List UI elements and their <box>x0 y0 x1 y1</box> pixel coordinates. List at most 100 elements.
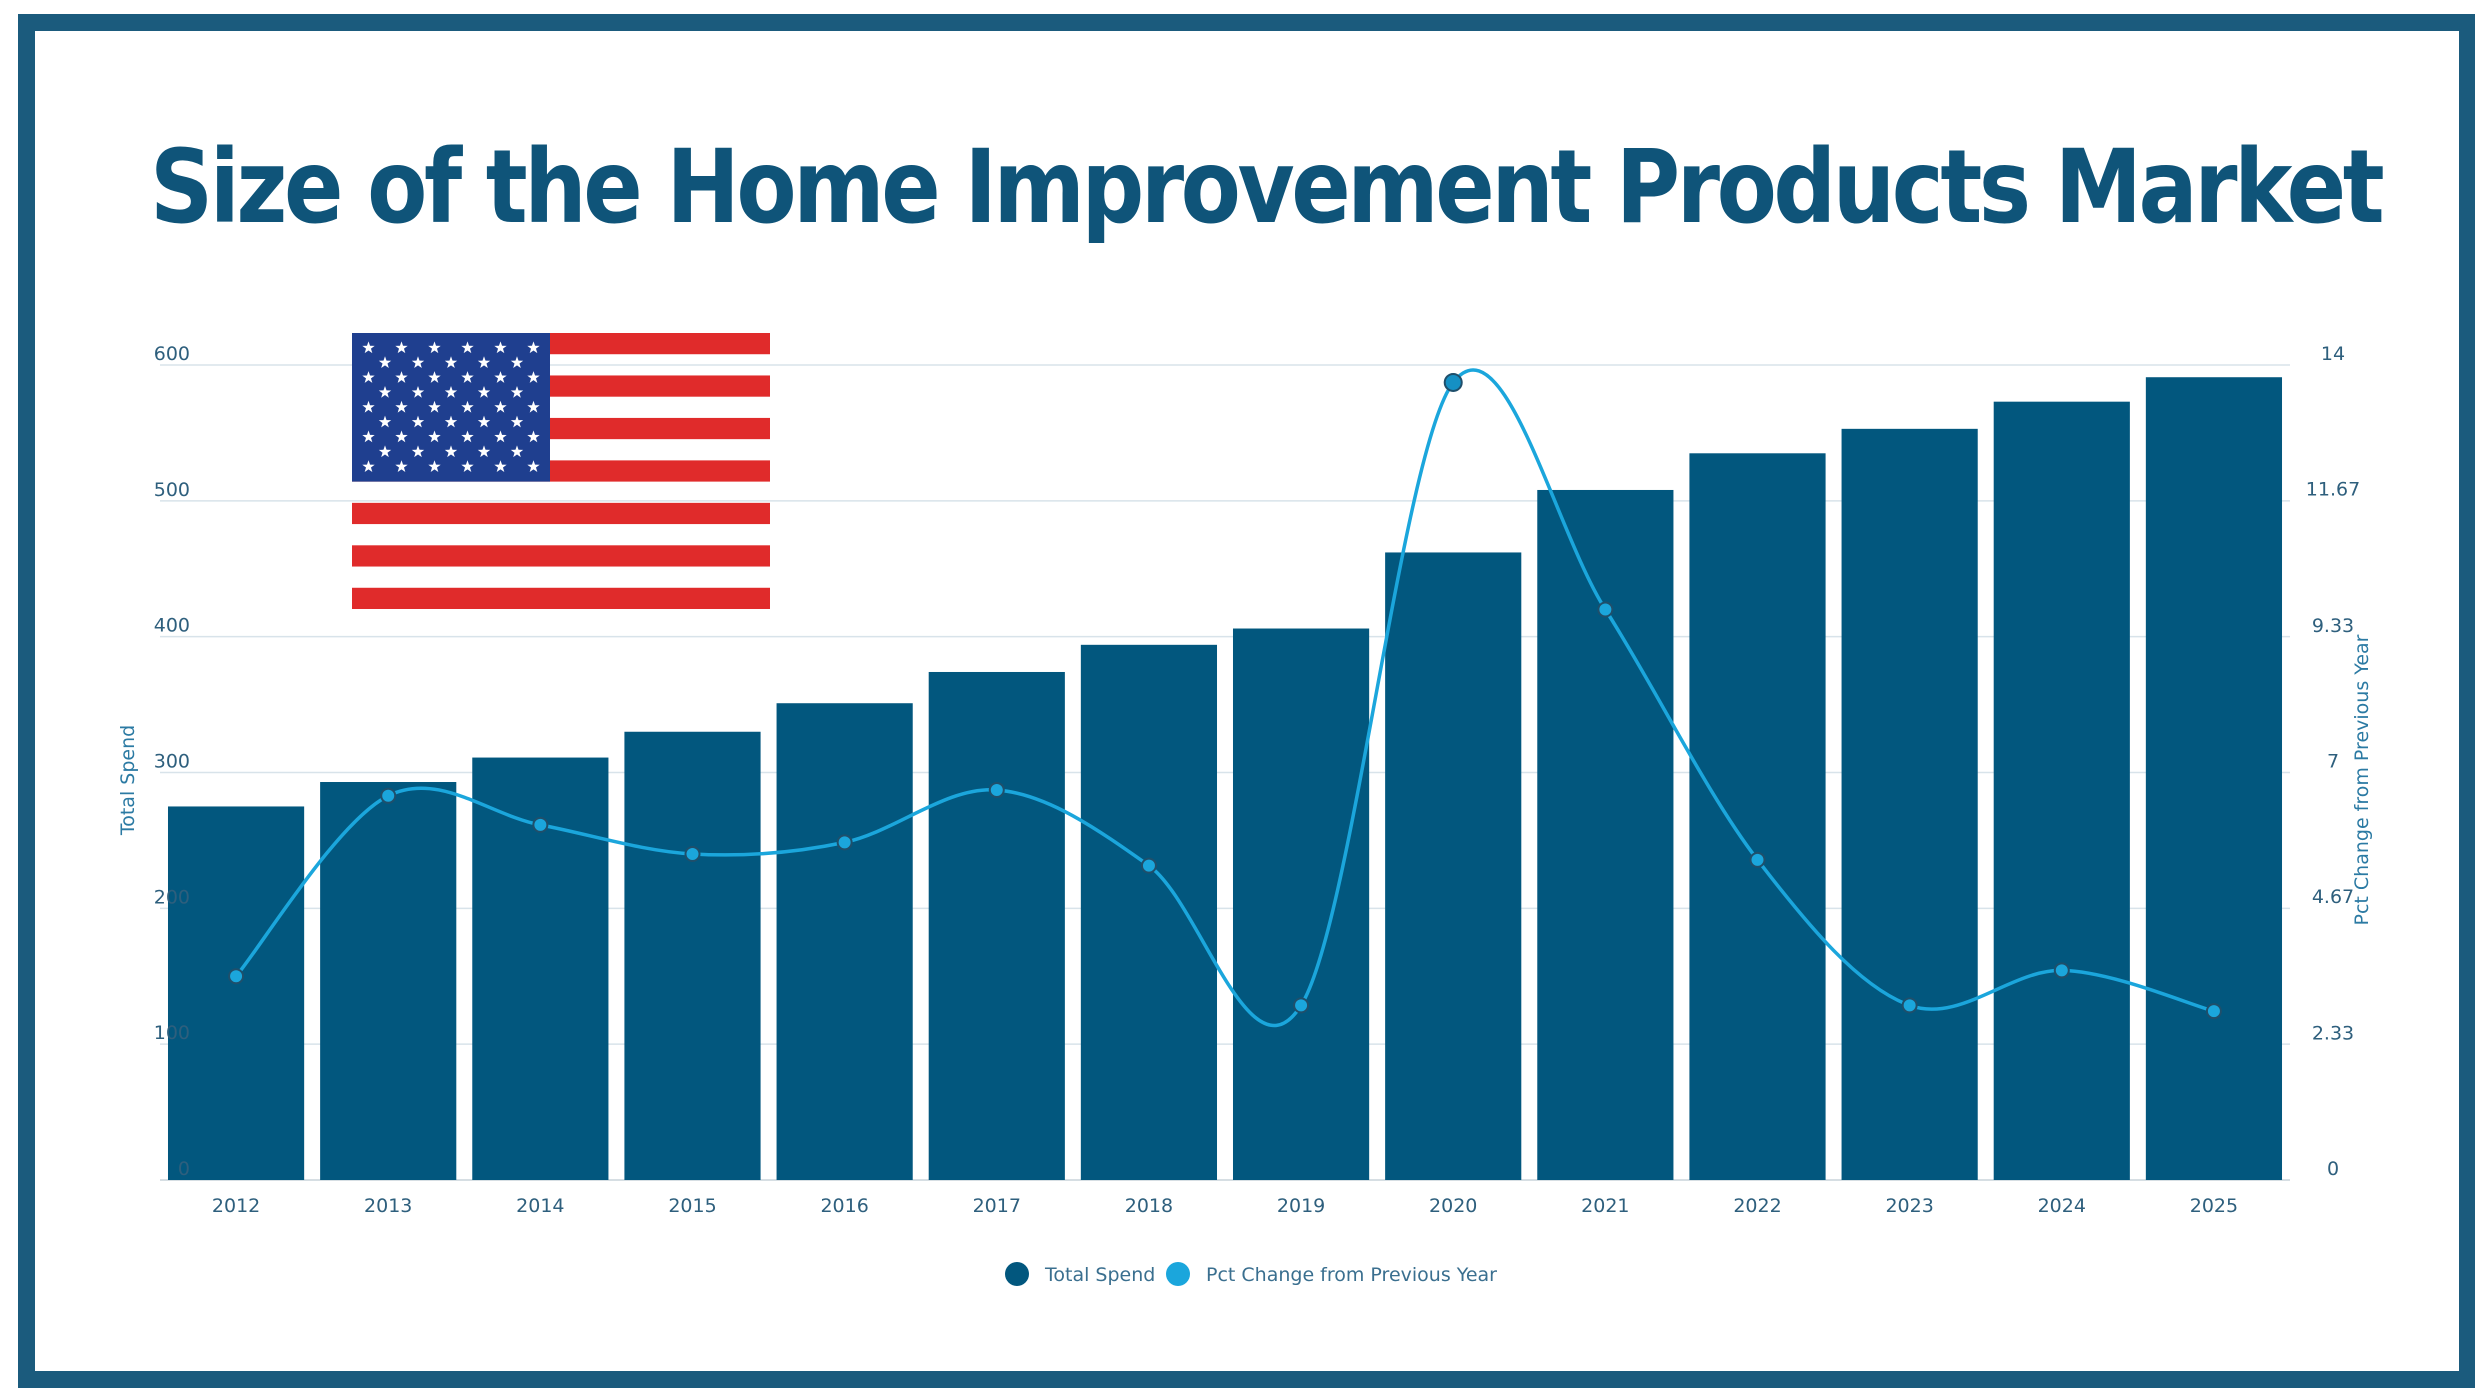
legend-marker-total-spend <box>1005 1262 1029 1286</box>
legend[interactable]: Total Spend Pct Change from Previous Year <box>1005 1262 1497 1286</box>
y-tick-label: 0 <box>178 1158 190 1180</box>
flag-star <box>411 415 425 428</box>
flag-star <box>378 415 392 428</box>
line-pct-change <box>228 368 2222 1028</box>
line-point <box>228 968 245 985</box>
y-right-tick-label: 2.33 <box>2312 1022 2354 1044</box>
flag-star <box>428 371 441 383</box>
y-tick-label: 500 <box>154 479 190 501</box>
line-point <box>1597 601 1614 618</box>
line-point <box>1749 851 1766 868</box>
flag-star <box>378 356 392 368</box>
x-tick-label: 2016 <box>820 1195 868 1217</box>
flag-star <box>428 460 441 473</box>
flag-star <box>461 460 474 473</box>
x-tick-label: 2024 <box>2038 1195 2086 1217</box>
flag-star <box>477 445 491 458</box>
y-right-tick-label: 0 <box>2327 1158 2339 1180</box>
y-right-tick-label: 11.67 <box>2306 479 2360 501</box>
flag-star <box>510 385 524 398</box>
bar <box>776 703 913 1180</box>
flag-star <box>494 400 507 413</box>
flag-star <box>527 430 540 443</box>
bar <box>320 782 457 1180</box>
x-tick-label: 2023 <box>1885 1195 1933 1217</box>
x-tick-label: 2015 <box>668 1195 716 1217</box>
flag-star <box>527 371 540 383</box>
flag-star <box>395 430 408 443</box>
page-title: Size of the Home Improvement Products Ma… <box>150 128 2385 247</box>
flag-star <box>461 400 474 413</box>
x-tick-label: 2020 <box>1429 1195 1477 1217</box>
flag-star <box>527 400 540 413</box>
line-point <box>988 781 1005 798</box>
flag-canton <box>352 333 550 482</box>
flag-star <box>477 356 491 368</box>
y-axis-title: Total Spend <box>117 725 139 836</box>
flag-stripe <box>352 502 770 525</box>
bar <box>167 806 305 1180</box>
flag-star <box>527 341 540 354</box>
bar <box>2145 377 2283 1181</box>
y-right-tick-label: 9.33 <box>2312 615 2354 637</box>
line-point <box>532 816 549 833</box>
bar <box>1993 401 2130 1180</box>
bars-total-spend <box>167 377 2283 1181</box>
line-point <box>1140 857 1157 874</box>
y-right-tick-label: 7 <box>2327 751 2339 773</box>
flag-stripe <box>352 587 770 609</box>
x-tick-label: 2019 <box>1277 1195 1325 1217</box>
x-tick-label: 2025 <box>2190 1195 2238 1217</box>
legend-label-pct-change: Pct Change from Previous Year <box>1206 1264 1497 1286</box>
axes: 0 100 200 300 400 500 600 0 2.33 4.67 7 9.33 11.67 14… <box>117 343 2373 1217</box>
line-point <box>684 846 701 862</box>
flag-star <box>378 445 392 458</box>
flag-star <box>395 460 408 473</box>
flag-star <box>411 356 425 368</box>
line-point <box>1901 997 1918 1014</box>
bar <box>1689 453 1826 1181</box>
y-tick-label: 300 <box>154 751 190 773</box>
flag-star <box>510 356 524 368</box>
flag-stripe <box>352 545 770 567</box>
flag-star <box>494 460 507 473</box>
line-point <box>836 834 853 851</box>
flag-star <box>428 400 441 413</box>
legend-label-total-spend: Total Spend <box>1044 1264 1155 1286</box>
x-tick-label: 2021 <box>1581 1195 1629 1217</box>
y-tick-label: 100 <box>154 1022 190 1044</box>
flag-star <box>477 415 491 428</box>
line-point <box>380 787 397 804</box>
flag-star <box>510 445 524 458</box>
x-tick-label: 2018 <box>1125 1195 1173 1217</box>
flag-star <box>411 445 425 458</box>
y-tick-label: 200 <box>154 886 190 908</box>
flag-star <box>395 341 408 354</box>
flag-star <box>461 371 474 383</box>
flag-star <box>362 460 375 473</box>
flag-star <box>494 371 507 383</box>
line-point <box>1293 997 1310 1014</box>
line-point <box>2053 962 2070 979</box>
flag-star <box>411 385 425 398</box>
flag-star <box>444 385 458 398</box>
y-tick-label: 600 <box>154 343 190 365</box>
flag-star <box>428 341 441 354</box>
bar <box>1232 628 1370 1180</box>
x-tick-label: 2017 <box>973 1195 1021 1217</box>
flag-star <box>362 430 375 443</box>
flag-star <box>362 371 375 383</box>
flag-star <box>494 430 507 443</box>
flag-star <box>444 445 458 458</box>
flag-star <box>395 371 408 383</box>
bar <box>624 731 761 1180</box>
y-right-axis-title: Pct Change from Previous Year <box>2351 634 2373 925</box>
bar <box>928 671 1065 1180</box>
flag-star <box>494 341 507 354</box>
us-flag-icon <box>352 333 770 609</box>
flag-star <box>428 430 441 443</box>
flag-star <box>362 341 375 354</box>
bar <box>1841 428 1978 1180</box>
bar <box>1385 552 1522 1180</box>
flag-star <box>444 415 458 428</box>
